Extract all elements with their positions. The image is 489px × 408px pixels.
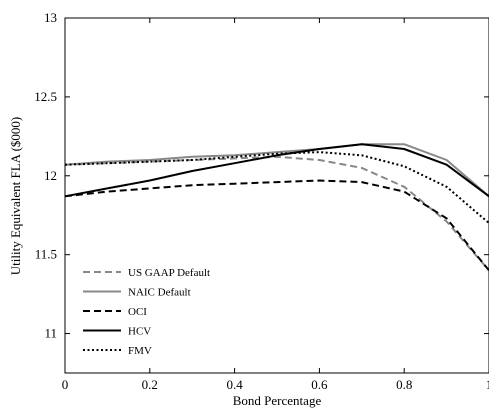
series-lines <box>64 143 489 272</box>
legend-label-1: NAIC Default <box>128 287 191 299</box>
y-axis: 11 11.5 12 12.5 13 <box>34 10 489 341</box>
x-axis: 0 0.2 0.4 0.6 0.8 1 <box>62 18 489 392</box>
legend-label-3: HCV <box>128 326 151 338</box>
series-line-2 <box>64 179 489 272</box>
x-tick-label: 0.2 <box>142 377 158 392</box>
series-line-0 <box>64 155 489 272</box>
legend-label-4: FMV <box>128 345 152 357</box>
x-tick-label: 1 <box>486 377 489 392</box>
series-line-1 <box>64 143 489 198</box>
legend: US GAAP Default NAIC Default OCI HCV FMV <box>83 267 210 357</box>
legend-label-0: US GAAP Default <box>128 267 210 279</box>
y-tick-label: 13 <box>44 10 57 25</box>
x-tick-label: 0.6 <box>311 377 328 392</box>
y-tick-label: 12 <box>44 168 57 183</box>
x-tick-label: 0.4 <box>226 377 243 392</box>
series-line-4 <box>64 151 489 224</box>
y-tick-label: 11 <box>44 326 57 341</box>
legend-label-2: OCI <box>128 306 147 318</box>
x-tick-label: 0.8 <box>396 377 412 392</box>
series-line-3 <box>64 143 489 198</box>
y-axis-label: Utility Equivalent FLA ($000) <box>8 117 23 276</box>
y-tick-label: 12.5 <box>34 89 57 104</box>
y-tick-label: 11.5 <box>35 247 57 262</box>
plot-frame <box>64 17 489 374</box>
x-axis-label: Bond Percentage <box>233 393 322 408</box>
x-tick-label: 0 <box>62 377 69 392</box>
